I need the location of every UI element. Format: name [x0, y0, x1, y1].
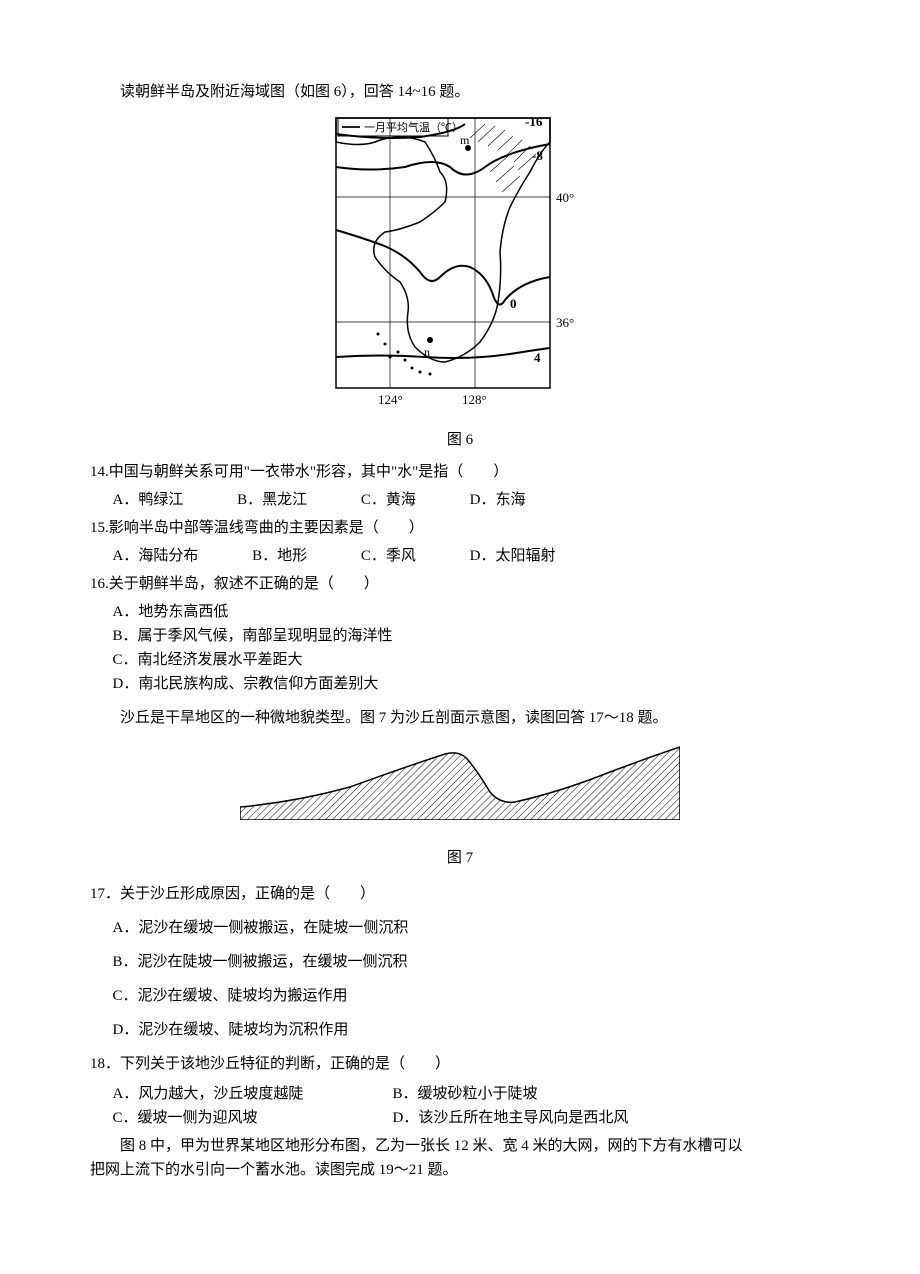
q16-opt-c: C．南北经济发展水平差距大 [113, 648, 831, 672]
q17-opt-d: D．泥沙在缓坡、陡坡均为沉积作用 [113, 1018, 831, 1042]
q16-opt-a: A．地势东高西低 [113, 600, 831, 624]
lat-40: 40° [556, 190, 574, 205]
figure6-svg: 一月平均气温（℃） 40° 36° 124° 128° -16 -8 0 4 [330, 112, 590, 412]
figure6-caption: 图 6 [90, 428, 830, 452]
figure7-svg [240, 742, 680, 820]
lon-128: 128° [462, 392, 487, 407]
q16-opt-b: B．属于季风气候，南部呈现明显的海洋性 [113, 624, 831, 648]
q15-opt-b: B．地形 [252, 544, 307, 568]
q14-options: A．鸭绿江 B．黑龙江 C．黄海 D．东海 [113, 488, 831, 512]
q15-opt-a: A．海陆分布 [113, 544, 199, 568]
q14-opt-c: C．黄海 [361, 488, 416, 512]
q18-opt-d: D．该沙丘所在地主导风向是西北风 [393, 1106, 629, 1130]
iso-4: 4 [534, 350, 541, 365]
marker-m: m [460, 133, 470, 147]
intro-text-3a: 图 8 中，甲为世界某地区地形分布图，乙为一张长 12 米、宽 4 米的大网，网… [90, 1134, 830, 1158]
q15-opt-c: C．季风 [361, 544, 416, 568]
q18-options: A．风力越大，沙丘坡度越陡 B．缓坡砂粒小于陡坡 C．缓坡一侧为迎风坡 D．该沙… [113, 1082, 831, 1130]
q15-opt-d: D．太阳辐射 [470, 544, 556, 568]
q14-opt-d: D．东海 [470, 488, 526, 512]
lon-124: 124° [378, 392, 403, 407]
q16-text: 16.关于朝鲜半岛，叙述不正确的是（ ） [90, 572, 830, 596]
intro-text-2: 沙丘是干旱地区的一种微地貌类型。图 7 为沙丘剖面示意图，读图回答 17～18 … [90, 706, 830, 730]
figure7-caption: 图 7 [90, 846, 830, 870]
q15-text: 15.影响半岛中部等温线弯曲的主要因素是（ ） [90, 516, 830, 540]
marker-n: n [424, 345, 430, 359]
figure7-container [90, 742, 830, 828]
q18-opt-c: C．缓坡一侧为迎风坡 [113, 1106, 393, 1130]
q18-opt-b: B．缓坡砂粒小于陡坡 [393, 1082, 538, 1106]
q18-opt-a: A．风力越大，沙丘坡度越陡 [113, 1082, 393, 1106]
q14-opt-b: B．黑龙江 [237, 488, 307, 512]
lat-36: 36° [556, 315, 574, 330]
q14-opt-a: A．鸭绿江 [113, 488, 184, 512]
intro-text-1: 读朝鲜半岛及附近海域图（如图 6），回答 14~16 题。 [90, 80, 830, 104]
q17-opt-a: A．泥沙在缓坡一侧被搬运，在陡坡一侧沉积 [113, 916, 831, 940]
q17-opt-b: B．泥沙在陡坡一侧被搬运，在缓坡一侧沉积 [113, 950, 831, 974]
iso-16: -16 [525, 114, 543, 129]
q17-text: 17．关于沙丘形成原因，正确的是（ ） [90, 882, 830, 906]
q17-opt-c: C．泥沙在缓坡、陡坡均为搬运作用 [113, 984, 831, 1008]
figure6-container: 一月平均气温（℃） 40° 36° 124° 128° -16 -8 0 4 [90, 112, 830, 420]
iso-8: -8 [532, 148, 543, 163]
q18-text: 18．下列关于该地沙丘特征的判断，正确的是（ ） [90, 1052, 830, 1076]
iso-0: 0 [510, 296, 517, 311]
q16-opt-d: D．南北民族构成、宗教信仰方面差别大 [113, 672, 831, 696]
q14-text: 14.中国与朝鲜关系可用"一衣带水"形容，其中"水"是指（ ） [90, 460, 830, 484]
intro-text-3b: 把网上流下的水引向一个蓄水池。读图完成 19～21 题。 [90, 1158, 830, 1182]
q15-options: A．海陆分布 B．地形 C．季风 D．太阳辐射 [113, 544, 831, 568]
